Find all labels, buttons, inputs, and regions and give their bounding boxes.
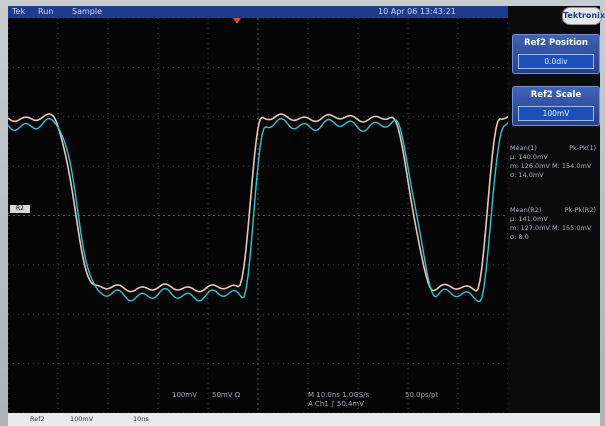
ref-label: Ref2: [30, 415, 45, 423]
waveform-display: [8, 18, 508, 413]
ref2-position-value: 0.0div: [518, 54, 594, 69]
brand-logo: Tektronix: [562, 7, 605, 25]
measurement-row: m: 127.0mV M: 155.0mV: [510, 224, 592, 232]
measurement-row: μ: 140.0mV: [510, 153, 548, 161]
trigger-position-marker[interactable]: [233, 18, 241, 24]
measurement-title: Mean(R2): [510, 206, 542, 214]
status-date: 10 Apr 06 13:43:21: [378, 7, 456, 16]
ref2-scale-value: 100mV: [518, 106, 594, 121]
ref2-scale-button[interactable]: Ref2 Scale 100mV: [512, 86, 600, 126]
measurement-row: m: 126.0mV M: 154.0mV: [510, 162, 592, 170]
status-item-acq: Sample: [72, 7, 102, 16]
ref2-position-label: Ref2 Position: [524, 38, 588, 48]
measurement-header: Mean(R2) Pk-Pk(R2): [510, 206, 600, 215]
reference-info-strip: Ref2 100mV 10ns: [8, 413, 600, 426]
measurement-row: σ: 14.0mV: [510, 171, 544, 179]
timebase-readout: M 10.0ns 1.0GS/s: [308, 391, 370, 399]
status-item-tek: Tek: [12, 7, 26, 16]
status-bar: Tek Run Sample 10 Apr 06 13:43:21: [8, 6, 508, 18]
ch-coupling-readout: 50mV Ω: [212, 391, 241, 399]
record-rate-readout: 50.0ps/pt: [405, 391, 439, 399]
trigger-readout: A Ch1 ∫ 50.4mV: [308, 400, 365, 408]
measurement-title: Mean(1): [510, 144, 537, 152]
ref-timebase: 10ns: [133, 415, 149, 423]
ref2-scale-label: Ref2 Scale: [530, 90, 582, 100]
measurement-title-right: Pk-Pk(1): [569, 144, 596, 152]
measurement-row: μ: 141.0mV: [510, 215, 548, 223]
live-waveform-trace: [8, 117, 508, 303]
measurement-title-right: Pk-Pk(R2): [564, 206, 596, 214]
acquisition-readout: 100mV 50mV Ω M 10.0ns 1.0GS/s A Ch1 ∫ 50…: [150, 389, 440, 411]
ref2-position-button[interactable]: Ref2 Position 0.0div: [512, 34, 600, 74]
ch-scale-readout: 100mV: [172, 391, 197, 399]
measurement-block-ref2: Mean(R2) Pk-Pk(R2) μ: 141.0mV m: 127.0mV…: [510, 206, 600, 242]
channel-ground-marker[interactable]: R2: [10, 205, 30, 213]
measurement-header: Mean(1) Pk-Pk(1): [510, 144, 600, 153]
measurement-row: σ: 8.0: [510, 233, 529, 241]
graticule-grid: [8, 18, 508, 413]
status-item-run: Run: [38, 7, 54, 16]
measurement-block-ch1: Mean(1) Pk-Pk(1) μ: 140.0mV m: 126.0mV M…: [510, 144, 600, 180]
waveform-graticule: [8, 18, 508, 413]
ref-scale: 100mV: [70, 415, 94, 423]
reference-waveform-trace: [8, 113, 508, 293]
